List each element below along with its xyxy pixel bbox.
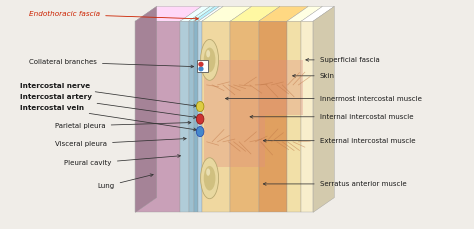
Polygon shape xyxy=(193,21,198,212)
Polygon shape xyxy=(259,6,309,21)
Text: Serratus anterior muscle: Serratus anterior muscle xyxy=(264,181,406,187)
Text: Innermost intercostal muscle: Innermost intercostal muscle xyxy=(226,95,421,102)
Text: Visceral pleura: Visceral pleura xyxy=(55,137,186,147)
Ellipse shape xyxy=(198,62,204,67)
Polygon shape xyxy=(189,6,215,21)
Ellipse shape xyxy=(206,168,210,176)
Text: Collateral branches: Collateral branches xyxy=(29,59,194,68)
Polygon shape xyxy=(202,21,230,212)
Ellipse shape xyxy=(196,126,204,137)
Polygon shape xyxy=(287,21,301,212)
Polygon shape xyxy=(204,60,303,167)
Polygon shape xyxy=(136,6,156,212)
Text: Superficial fascia: Superficial fascia xyxy=(306,57,380,63)
Polygon shape xyxy=(230,6,280,21)
Text: Endothoracic fascia: Endothoracic fascia xyxy=(29,11,198,20)
Polygon shape xyxy=(202,6,252,21)
Polygon shape xyxy=(198,6,223,21)
Polygon shape xyxy=(301,21,313,212)
Ellipse shape xyxy=(198,66,204,71)
Ellipse shape xyxy=(204,166,215,191)
Polygon shape xyxy=(180,21,189,212)
Polygon shape xyxy=(287,6,322,21)
Text: Skin: Skin xyxy=(292,73,335,79)
Text: Intercostal vein: Intercostal vein xyxy=(19,105,197,131)
Polygon shape xyxy=(259,21,287,212)
Polygon shape xyxy=(198,21,202,212)
Polygon shape xyxy=(136,6,201,21)
Polygon shape xyxy=(189,21,193,212)
Text: External intercostal muscle: External intercostal muscle xyxy=(264,138,415,144)
Polygon shape xyxy=(230,21,259,212)
Ellipse shape xyxy=(201,158,219,199)
Polygon shape xyxy=(313,6,334,212)
Ellipse shape xyxy=(204,48,215,72)
Polygon shape xyxy=(180,6,210,21)
Bar xyxy=(197,60,208,72)
Text: Intercostal artery: Intercostal artery xyxy=(19,94,197,118)
Polygon shape xyxy=(193,6,219,21)
Ellipse shape xyxy=(206,50,210,57)
Polygon shape xyxy=(136,21,180,212)
Text: Pleural cavity: Pleural cavity xyxy=(64,155,181,166)
Text: Intercostal nerve: Intercostal nerve xyxy=(19,83,197,107)
Text: Lung: Lung xyxy=(98,174,153,189)
Ellipse shape xyxy=(201,39,219,80)
Ellipse shape xyxy=(196,101,204,112)
Text: Internal intercostal muscle: Internal intercostal muscle xyxy=(250,114,413,120)
Polygon shape xyxy=(301,6,334,21)
Text: Parietal pleura: Parietal pleura xyxy=(55,121,191,129)
Ellipse shape xyxy=(196,114,204,124)
